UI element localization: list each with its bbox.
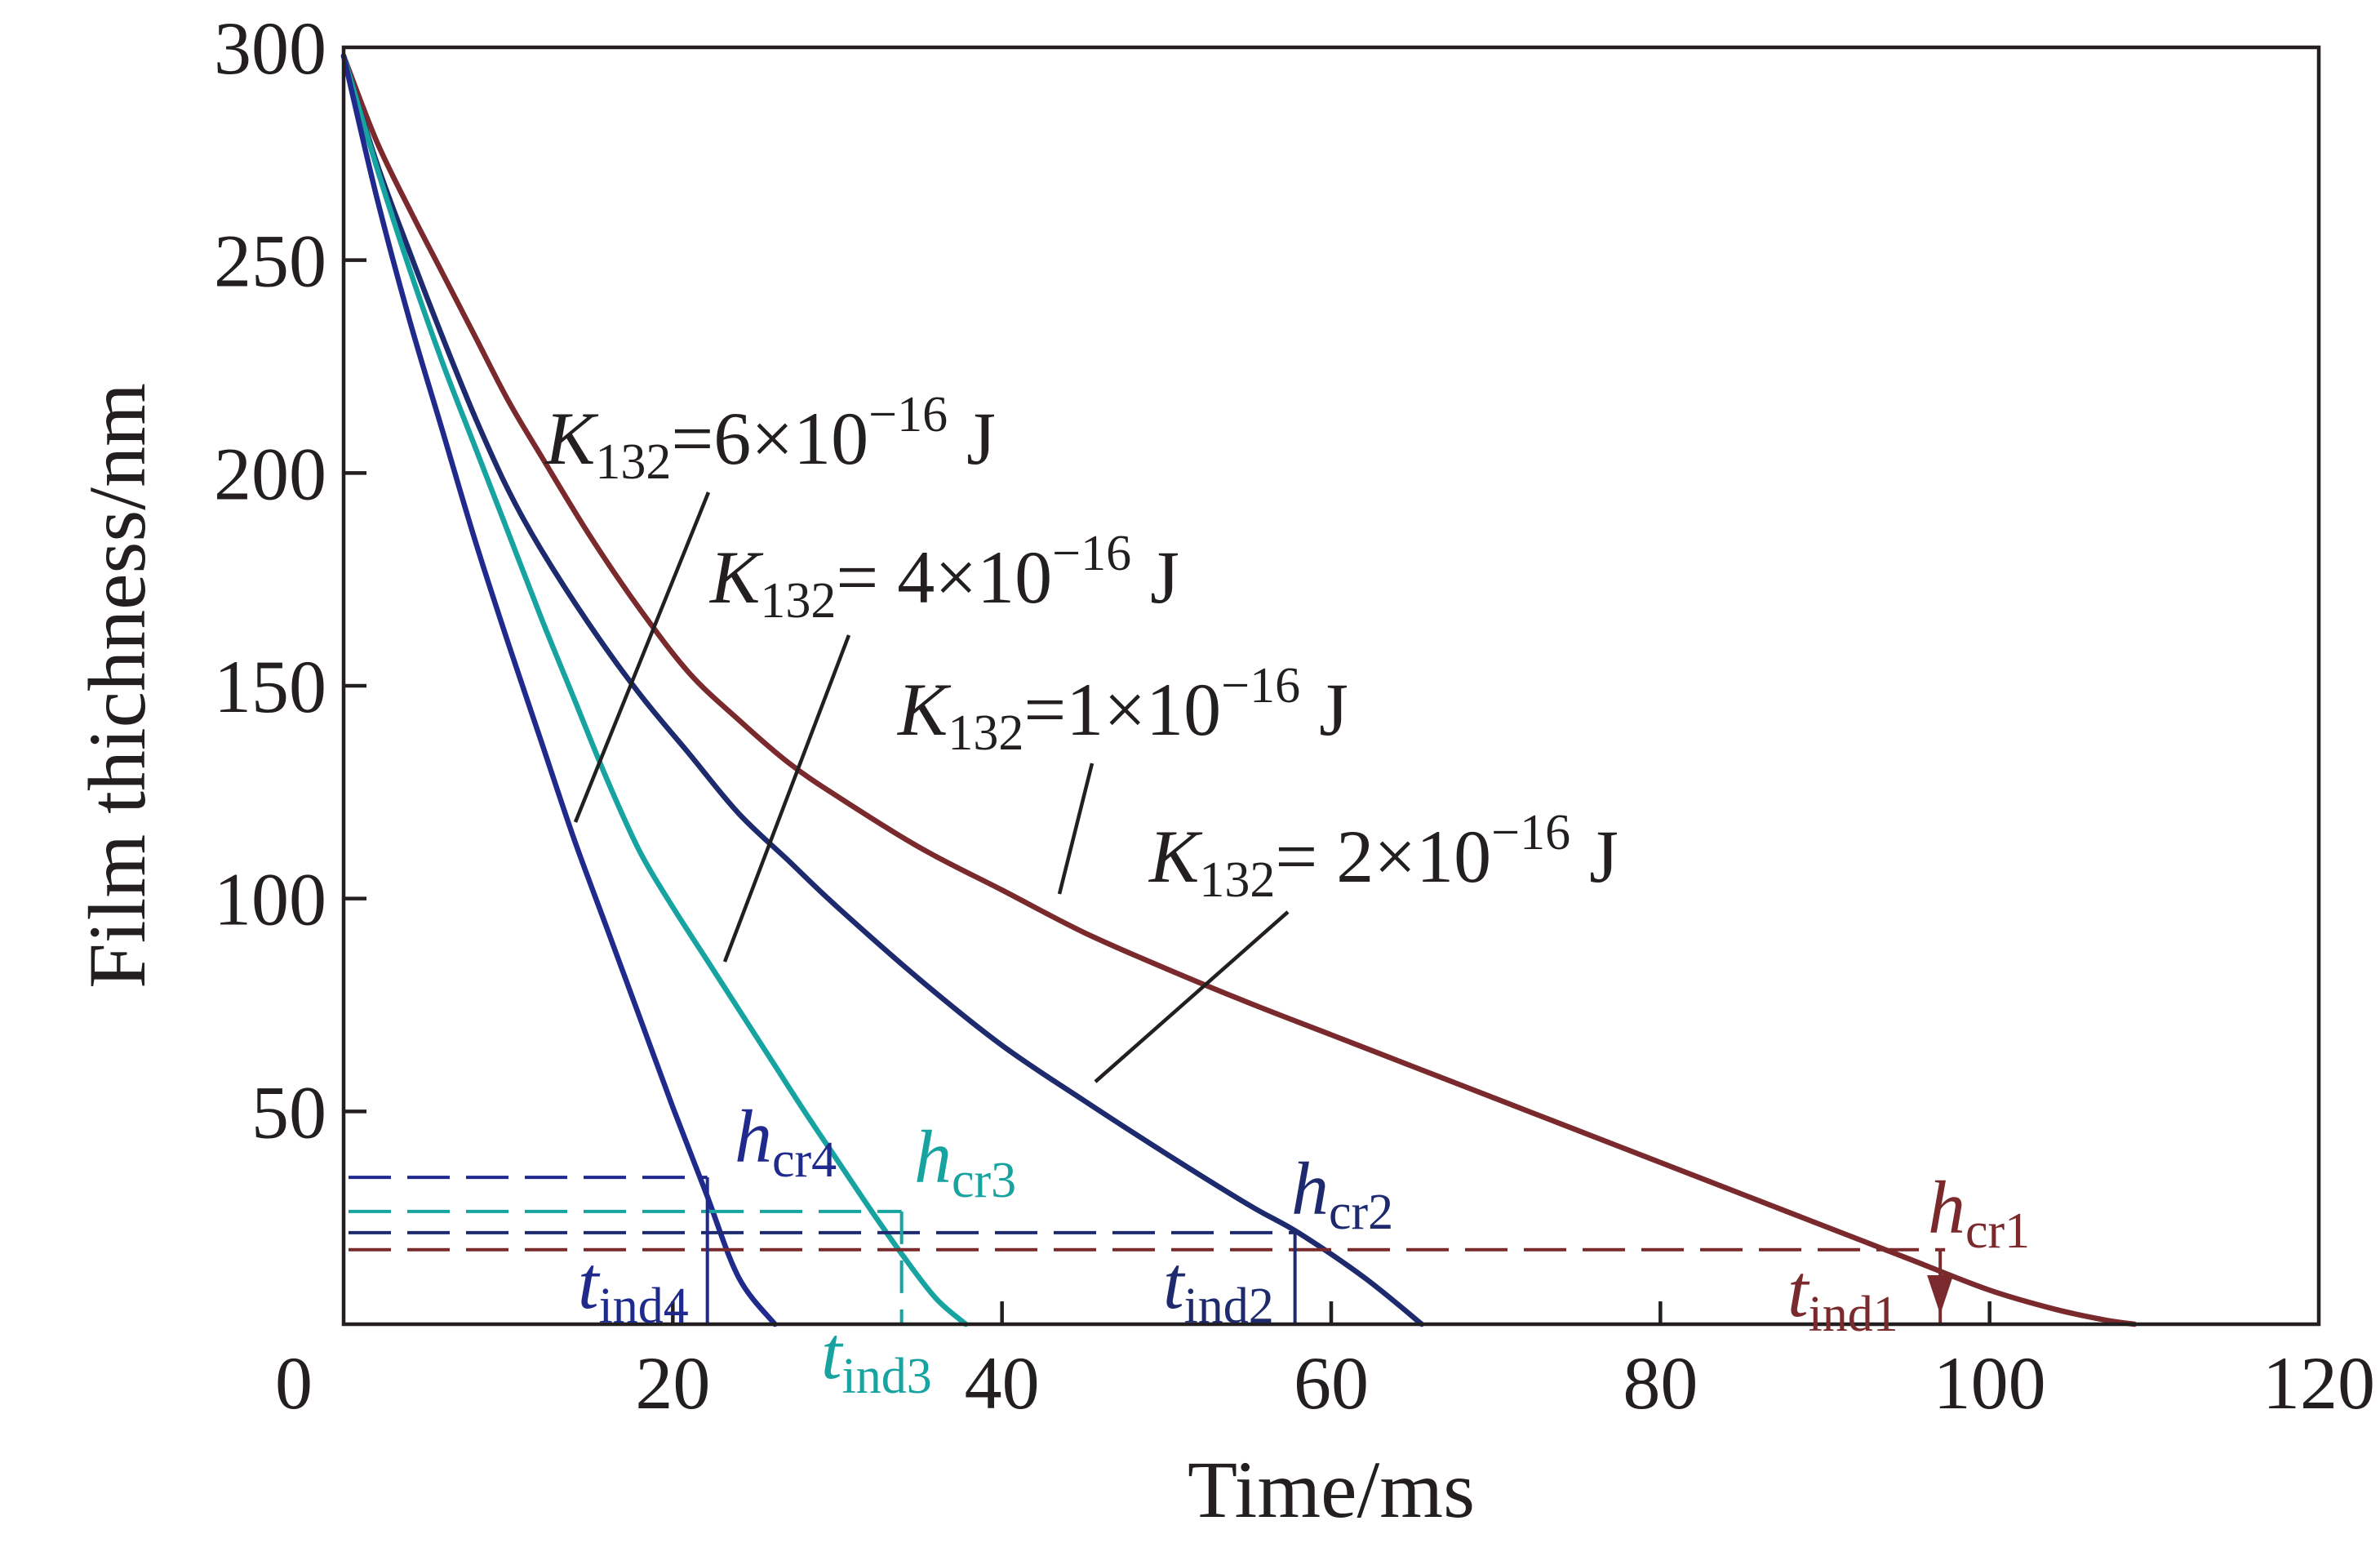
axis-ticks-layer xyxy=(344,258,1991,1324)
y-tick-label: 150 xyxy=(214,645,326,728)
y-tick-label: 200 xyxy=(214,432,326,515)
x-tick-label: 100 xyxy=(1934,1341,2046,1425)
annotation-k132-4e-16: K132= 4×10−16 J xyxy=(708,526,1179,629)
y-tick-label: 100 xyxy=(214,858,326,941)
annotation-k132-2e-16: K132= 2×10−16 J xyxy=(1148,805,1618,908)
annotation-k132-1e-16: K132=1×10−16 J xyxy=(896,658,1348,761)
x-tick-label: 40 xyxy=(965,1341,1040,1425)
tind2-label: tind2 xyxy=(1163,1241,1274,1334)
curve-k132-4e-16 xyxy=(340,53,969,1327)
curves-layer xyxy=(340,53,2138,1327)
hcr2-label: hcr2 xyxy=(1291,1147,1393,1240)
tind1-label: tind1 xyxy=(1787,1249,1898,1342)
x-tick-label: 60 xyxy=(1294,1341,1369,1425)
critical-guides-layer xyxy=(349,1176,1954,1324)
leader-k132-6e-16 xyxy=(573,491,711,823)
y-tick-label: 50 xyxy=(251,1070,326,1154)
curve-k132-2e-16 xyxy=(340,53,1425,1327)
hcr4-label: hcr4 xyxy=(735,1095,837,1188)
x-axis-label: Time/ms xyxy=(1188,1444,1475,1535)
y-tick-label: 250 xyxy=(214,220,326,303)
x-tick-label: 120 xyxy=(2262,1341,2375,1425)
tind4-label: tind4 xyxy=(578,1241,689,1334)
leader-k132-4e-16 xyxy=(722,634,851,963)
hcr3-label: hcr3 xyxy=(914,1115,1016,1208)
y-axis-label: Film thichness/nm xyxy=(72,383,162,989)
tind3-label: tind3 xyxy=(821,1311,932,1404)
hcr1-label: hcr1 xyxy=(1928,1166,2030,1259)
x-tick-label: 80 xyxy=(1623,1341,1698,1425)
x-tick-label: 0 xyxy=(275,1341,313,1425)
annotation-k132-6e-16: K132=6×10−16 J xyxy=(544,387,996,490)
tind1-arrow-head xyxy=(1927,1275,1954,1314)
x-tick-label: 20 xyxy=(635,1341,710,1425)
curve-k132-1e-16 xyxy=(340,53,2138,1327)
leader-k132-1e-16 xyxy=(1057,763,1095,895)
leader-lines-layer xyxy=(573,491,1290,1083)
labels-layer: 0 20 40 60 80 100 120 50 100 150 200 250 300 K132=1×1… xyxy=(214,7,2375,1425)
curve-k132-6e-16 xyxy=(340,53,778,1327)
y-tick-label: 300 xyxy=(214,7,326,90)
leader-k132-2e-16 xyxy=(1094,910,1290,1083)
